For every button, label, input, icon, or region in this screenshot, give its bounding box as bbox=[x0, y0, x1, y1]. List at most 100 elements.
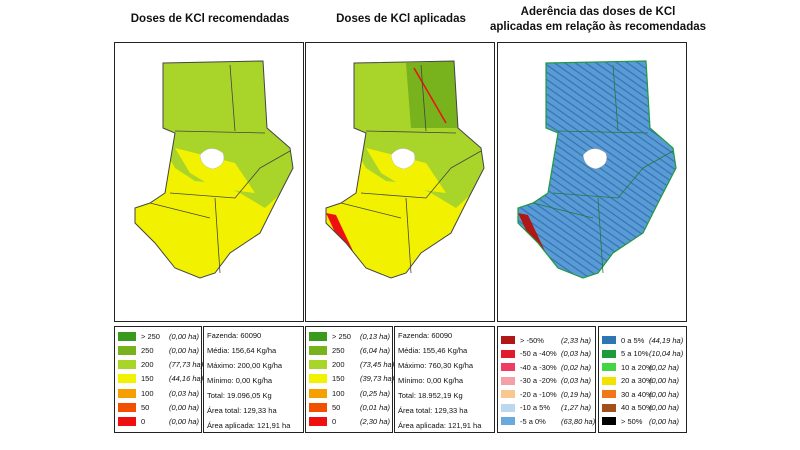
legend-item: > 50% (0,00 ha) bbox=[602, 415, 679, 427]
legend-label: -40 a -30% bbox=[520, 362, 557, 372]
legend-label: 40 a 50% bbox=[621, 403, 653, 412]
legend-label: 5 a 10% bbox=[621, 349, 649, 358]
stat-line: Média: 155,46 Kg/ha bbox=[398, 346, 468, 355]
legend-label: 100 bbox=[332, 388, 345, 398]
legend-area: (0,00 ha) bbox=[649, 403, 680, 412]
title-adherence-line2: aplicadas em relação às recomendadas bbox=[489, 21, 707, 33]
legend-swatch bbox=[118, 403, 136, 412]
legend-label: -20 a -10% bbox=[520, 389, 557, 399]
legend-label: 250 bbox=[141, 345, 154, 355]
stat-line: Média: 156,64 Kg/ha bbox=[207, 346, 277, 355]
legend-item: 250 (0,00 ha) bbox=[118, 344, 199, 356]
legend-swatch bbox=[118, 345, 136, 355]
legend-swatch bbox=[118, 331, 136, 341]
legend-adherence-negative: > -50% (2,33 ha) -50 a -40% (0,03 ha) -40 a … bbox=[497, 326, 596, 433]
map-recommended bbox=[134, 60, 294, 279]
legend-label: 200 bbox=[141, 360, 154, 370]
zone-250 bbox=[406, 61, 458, 128]
stat-line: Máximo: 760,30 Kg/ha bbox=[398, 361, 474, 370]
hole bbox=[582, 148, 608, 170]
legend-item: -50 a -40% (0,03 ha) bbox=[501, 348, 591, 360]
applied-strip bbox=[413, 67, 447, 124]
legend-adherence-positive: 0 a 5% (44,19 ha) 5 a 10% (10,04 ha) 10 a 20… bbox=[598, 326, 687, 433]
legend-label: -50 a -40% bbox=[520, 349, 557, 358]
legend-swatch bbox=[501, 376, 515, 385]
legend-label: 150 bbox=[332, 374, 345, 384]
legend-item: -30 a -20% (0,03 ha) bbox=[501, 375, 591, 387]
zone-150b bbox=[175, 148, 255, 193]
stat-line: Mínimo: 0,00 Kg/ha bbox=[207, 376, 273, 385]
legend-item: -5 a 0% (63,80 ha) bbox=[501, 415, 595, 427]
legend-label: -5 a 0% bbox=[520, 416, 546, 426]
legend-label: 250 bbox=[332, 345, 345, 355]
legend-area: (0,25 ha) bbox=[360, 388, 391, 398]
zone-adherence bbox=[518, 61, 676, 278]
legend-item: 30 a 40% (0,00 ha) bbox=[602, 388, 679, 400]
legend-area: (0,00 ha) bbox=[649, 376, 680, 385]
legend-area: (0,13 ha) bbox=[360, 331, 391, 341]
legend-item: 10 a 20% (0,02 ha) bbox=[602, 361, 679, 373]
legend-recommended: > 250 (0,00 ha) 250 (0,00 ha) 200 (77,73 ha) 1… bbox=[114, 326, 204, 433]
legend-swatch bbox=[118, 374, 136, 384]
legend-swatch bbox=[501, 349, 515, 358]
legend-area: (0,19 ha) bbox=[561, 389, 592, 399]
legend-area: (6,04 ha) bbox=[360, 345, 391, 355]
legend-area: (2,30 ha) bbox=[360, 417, 391, 427]
legend-swatch bbox=[309, 360, 327, 370]
farm-outline bbox=[134, 60, 294, 279]
legend-area: (0,03 ha) bbox=[169, 388, 200, 398]
legend-area: (0,03 ha) bbox=[561, 349, 592, 358]
stat-line: Área aplicada: 121,91 ha bbox=[207, 421, 291, 430]
zone-150b bbox=[366, 148, 446, 193]
legend-item: 0 a 5% (44,19 ha) bbox=[602, 334, 683, 346]
legend-area: (0,00 ha) bbox=[649, 389, 680, 399]
legend-swatch bbox=[501, 336, 515, 344]
legend-label: 0 bbox=[141, 417, 146, 427]
legend-label: 200 bbox=[332, 360, 345, 370]
legend-label: 100 bbox=[141, 388, 154, 398]
stat-line: Fazenda: 60090 bbox=[207, 331, 262, 340]
field-boundaries bbox=[532, 64, 674, 274]
legend-area: (0,00 ha) bbox=[649, 416, 680, 426]
legend-area: (0,00 ha) bbox=[169, 417, 200, 427]
title-recommended: Doses de KCl recomendadas bbox=[130, 13, 290, 25]
legend-item: 50 (0,01 ha) bbox=[309, 402, 390, 414]
legend-swatch bbox=[118, 417, 136, 427]
legend-label: > -50% bbox=[520, 335, 544, 345]
map-panel-adherence bbox=[497, 42, 687, 322]
legend-area: (63,80 ha) bbox=[561, 416, 596, 426]
legend-item: 250 (6,04 ha) bbox=[309, 344, 390, 356]
legend-item: > -50% (2,33 ha) bbox=[501, 334, 591, 346]
legend-item: 100 (0,25 ha) bbox=[309, 387, 390, 399]
legend-swatch bbox=[118, 360, 136, 370]
legend-item: 150 (39,73 ha) bbox=[309, 373, 394, 385]
stat-line: Total: 19.096,05 Kg bbox=[207, 391, 272, 400]
legend-area: (0,00 ha) bbox=[169, 403, 200, 412]
stat-line: Total: 18.952,19 Kg bbox=[398, 391, 463, 400]
legend-item: -10 a 5% (1,27 ha) bbox=[501, 402, 591, 414]
title-applied: Doses de KCl aplicadas bbox=[336, 13, 466, 25]
stats-applied: Fazenda: 60090 Média: 155,46 Kg/ha Máximo:… bbox=[394, 326, 495, 433]
legend-area: (0,01 ha) bbox=[360, 403, 391, 412]
legend-label: -30 a -20% bbox=[520, 376, 557, 385]
legend-area: (44,16 ha) bbox=[169, 374, 204, 384]
field-boundaries bbox=[340, 64, 482, 274]
legend-label: 0 a 5% bbox=[621, 335, 645, 345]
legend-area: (44,19 ha) bbox=[649, 335, 684, 345]
farm-outline bbox=[325, 60, 485, 279]
legend-item: 0 (0,00 ha) bbox=[118, 416, 199, 428]
stat-line: Área total: 129,33 ha bbox=[398, 406, 468, 415]
legend-swatch bbox=[309, 345, 327, 355]
legend-label: 50 bbox=[141, 403, 150, 412]
map-panel-applied bbox=[305, 42, 495, 322]
legend-item: 100 (0,03 ha) bbox=[118, 387, 199, 399]
legend-area: (0,02 ha) bbox=[649, 362, 680, 372]
stats-recommended: Fazenda: 60090 Média: 156,64 Kg/ha Máximo:… bbox=[203, 326, 304, 433]
map-applied bbox=[325, 60, 485, 279]
legend-swatch bbox=[602, 403, 616, 412]
legend-label: -10 a 5% bbox=[520, 403, 551, 412]
hole bbox=[199, 148, 225, 170]
legend-label: 0 bbox=[332, 417, 337, 427]
legend-swatch bbox=[602, 363, 616, 371]
legend-swatch bbox=[309, 331, 327, 341]
